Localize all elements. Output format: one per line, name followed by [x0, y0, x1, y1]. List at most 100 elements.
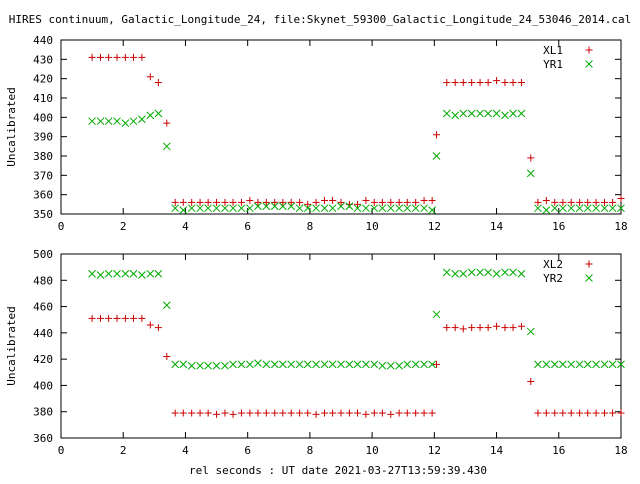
marker-stroke [337, 202, 345, 211]
data-point [420, 196, 428, 204]
marker-stroke [567, 204, 576, 213]
marker-stroke [113, 269, 121, 278]
marker-stroke [237, 360, 246, 369]
marker-stroke [121, 269, 130, 278]
marker-stroke [411, 360, 420, 369]
marker-stroke [459, 109, 468, 118]
data-point [278, 360, 287, 369]
data-point [501, 79, 509, 87]
data-point [526, 327, 535, 336]
data-point [542, 196, 550, 204]
data-point [312, 360, 320, 369]
marker-stroke [196, 204, 204, 213]
data-point [362, 360, 370, 369]
marker-stroke [509, 268, 517, 277]
data-point [287, 360, 296, 369]
marker-stroke [492, 109, 501, 118]
data-point [246, 196, 254, 204]
marker-stroke [287, 360, 296, 369]
marker-stroke [567, 360, 576, 369]
data-point [88, 53, 96, 61]
marker-stroke [162, 142, 171, 151]
marker-stroke [585, 60, 593, 68]
marker-stroke [362, 360, 370, 369]
data-point [296, 198, 304, 206]
data-point [88, 117, 96, 126]
x-tick-label: 4 [182, 220, 189, 233]
data-point [129, 53, 137, 61]
data-point [467, 268, 476, 277]
marker-stroke [96, 271, 105, 279]
marker-stroke [428, 206, 437, 214]
data-point [378, 361, 387, 370]
data-point [262, 409, 270, 417]
data-point [551, 198, 559, 206]
data-point [442, 268, 451, 277]
data-point [509, 268, 517, 277]
marker-stroke [526, 169, 535, 178]
marker-stroke [509, 109, 517, 118]
data-point [138, 53, 146, 61]
data-point [97, 53, 105, 61]
data-point [221, 361, 229, 370]
marker-stroke [608, 360, 617, 369]
data-point [459, 79, 467, 87]
x-tick-label: 2 [120, 444, 127, 457]
data-point [592, 204, 600, 213]
marker-stroke [403, 360, 412, 369]
marker-stroke [370, 360, 379, 369]
data-point [420, 360, 428, 369]
data-point [105, 53, 113, 61]
data-point [254, 198, 262, 206]
data-point [237, 360, 246, 369]
marker-stroke [451, 111, 460, 120]
data-point [412, 198, 420, 206]
data-point [484, 324, 492, 332]
data-point [484, 109, 493, 118]
data-point [387, 410, 395, 418]
data-point [262, 198, 270, 206]
data-point [304, 409, 312, 417]
data-point [121, 314, 129, 322]
data-point [608, 204, 617, 213]
marker-stroke [303, 360, 312, 369]
data-point [583, 360, 592, 369]
data-point [262, 360, 271, 369]
x-tick-label: 10 [365, 444, 378, 457]
data-point [104, 117, 113, 126]
data-point [509, 109, 517, 118]
marker-stroke [287, 202, 296, 211]
legend-marker [585, 60, 593, 68]
y-tick-label: 430 [33, 53, 53, 66]
data-point [204, 198, 212, 206]
data-point [584, 409, 592, 417]
legend-marker [585, 260, 593, 268]
data-point [534, 204, 542, 213]
data-point [601, 409, 609, 417]
marker-stroke [254, 202, 262, 211]
data-point [171, 198, 179, 206]
panel-1: 0 2 4 6 8 10 12 14 16 18 350 360 370 380 390 400 410 420 4… [5, 34, 628, 233]
data-point [575, 360, 584, 369]
marker-stroke [526, 327, 535, 336]
data-point [526, 169, 535, 178]
data-point [584, 198, 592, 206]
marker-stroke [476, 109, 484, 118]
data-point [403, 204, 412, 213]
data-point [287, 409, 295, 417]
marker-stroke [204, 361, 213, 370]
data-point [558, 360, 567, 369]
series-YR1 [88, 109, 625, 214]
data-point [304, 200, 312, 208]
data-point [97, 314, 105, 322]
data-point [609, 409, 617, 417]
data-point [113, 53, 121, 61]
data-point [271, 198, 279, 206]
data-point [146, 73, 154, 81]
data-point [121, 119, 130, 127]
data-point [492, 269, 501, 278]
marker-stroke [428, 360, 437, 369]
data-point [428, 409, 436, 417]
data-point [542, 206, 551, 214]
